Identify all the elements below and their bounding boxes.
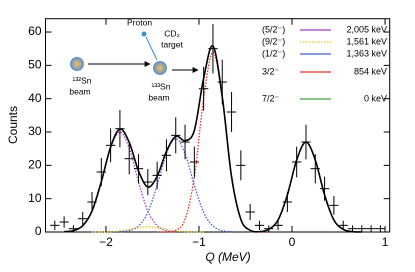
beam-out-label: ¹³³Sn <box>152 81 171 91</box>
plot-frame <box>45 18 391 233</box>
y-tick-label: 50 <box>28 58 42 72</box>
legend-label: (5/2⁻) <box>262 24 285 34</box>
legend-label: (9/2⁻) <box>262 36 285 46</box>
nucleus-133 <box>153 61 167 75</box>
proton-path <box>145 36 158 61</box>
legend-level: 0 keV <box>364 93 387 103</box>
beam-in-label: beam <box>69 86 90 96</box>
x-tick-label: −1 <box>192 235 206 249</box>
y-tick-label: 0 <box>35 224 42 238</box>
legend-label: 3/2⁻ <box>262 66 280 76</box>
legend-level: 854 keV <box>354 66 387 76</box>
y-tick-label: 20 <box>28 158 42 172</box>
target-label: target <box>161 39 183 49</box>
legend-label: 7/2⁻ <box>262 93 280 103</box>
x-tick-label: −2 <box>99 235 113 249</box>
y-tick-label: 60 <box>28 24 42 38</box>
legend-label: (1/2⁻) <box>262 48 285 58</box>
x-tick-label: 0 <box>289 235 296 249</box>
fit-curve <box>64 45 362 233</box>
legend-level: 1,561 keV <box>346 36 387 46</box>
nucleus-132 <box>70 57 84 71</box>
inset: Proton CD₂ target ¹³²Sn beam ¹³³Sn beam <box>69 17 199 102</box>
proton-dot <box>141 31 147 37</box>
target-label: CD₂ <box>164 28 180 38</box>
legend-level: 2,005 keV <box>346 24 387 34</box>
y-axis-label: Counts <box>6 106 20 144</box>
component-curve <box>157 51 269 233</box>
x-tick-label: 1 <box>382 235 389 249</box>
component-curve <box>92 226 204 233</box>
proton-label: Proton <box>127 17 152 27</box>
y-tick-label: 30 <box>28 124 42 138</box>
beam-in-label: ¹³²Sn <box>73 75 92 85</box>
x-axis-label: Q (MeV) <box>205 250 250 264</box>
y-tick-label: 10 <box>28 191 42 205</box>
legend-level: 1,363 keV <box>346 48 387 58</box>
beam-out-label: beam <box>148 92 169 102</box>
y-tick-label: 40 <box>28 91 42 105</box>
